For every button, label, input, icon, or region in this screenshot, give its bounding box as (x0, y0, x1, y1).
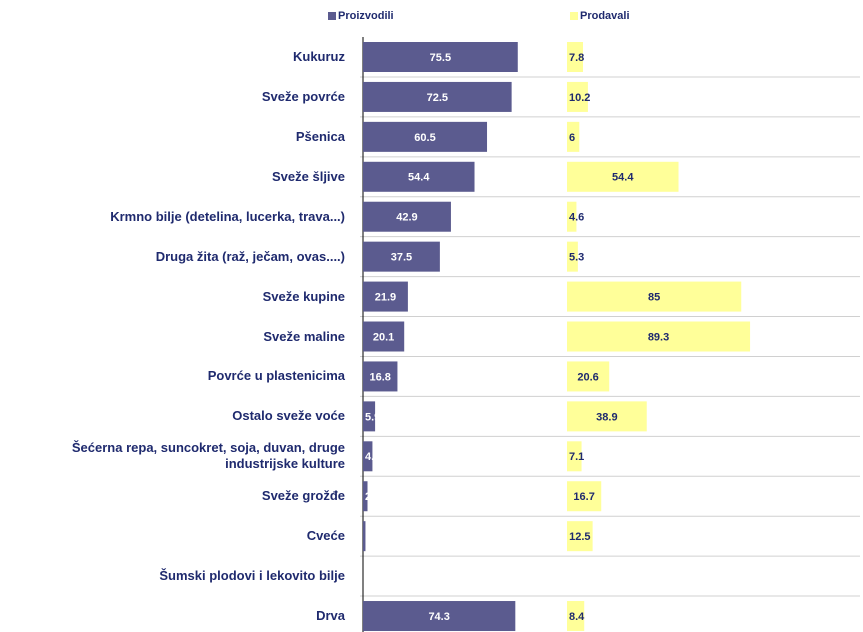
bar (363, 401, 376, 432)
value-label: 38.9 (596, 411, 617, 423)
bar (363, 281, 408, 312)
category-label: Sveže povrće (261, 88, 345, 104)
legend-swatch (570, 12, 578, 20)
value-label: 5.9 (365, 411, 380, 423)
value-label: 74.3 (428, 611, 449, 623)
value-label: 4.6 (569, 212, 584, 224)
value-label: 7.8 (569, 52, 584, 64)
bar (363, 321, 405, 352)
value-label: 1.2 (365, 531, 380, 543)
value-label: 5.3 (569, 252, 584, 264)
bar (363, 161, 475, 192)
category-label: Šećerna repa, suncokret, soja, duvan, dr… (71, 440, 345, 472)
value-label: 85 (648, 291, 660, 303)
value-label: 6 (569, 132, 575, 144)
bar (363, 601, 516, 632)
bar (567, 481, 602, 512)
bar (363, 521, 366, 552)
bar (363, 361, 398, 392)
category-label: Kukuruz (293, 49, 345, 64)
bar (363, 42, 518, 72)
value-label: 10.2 (569, 92, 590, 104)
category-label: Druga žita (raž, ječam, ovas....) (155, 248, 345, 264)
value-label: 12.5 (569, 531, 590, 543)
category-label: Sveže grožđe (261, 488, 345, 504)
value-label: 60.5 (414, 132, 435, 144)
value-label: 20.1 (373, 331, 394, 343)
bar (567, 81, 588, 112)
category-label: Pšenica (295, 128, 345, 144)
value-label: 54.4 (612, 172, 634, 184)
value-label: 16.8 (370, 371, 391, 383)
value-label: 4.6 (365, 451, 380, 463)
value-label: 16.7 (573, 491, 594, 503)
bar (363, 481, 368, 512)
bar (567, 521, 593, 552)
category-label: Sveže šljive (272, 168, 345, 184)
bar (363, 201, 451, 232)
bar (363, 81, 512, 112)
category-label: Povrće u plastenicima (207, 368, 345, 384)
legend-label: Prodavali (580, 10, 630, 22)
bar (567, 121, 580, 152)
bar (567, 361, 610, 392)
legend-label: Proizvodili (338, 10, 394, 22)
value-label: 20.6 (577, 371, 598, 383)
bar (567, 201, 577, 232)
value-label: 37.5 (391, 252, 412, 264)
value-label: 75.5 (430, 52, 451, 64)
category-label: Krmno bilje (detelina, lucerka, trava...… (110, 208, 345, 224)
category-label: Sveže kupine (262, 288, 345, 304)
value-label: 72.5 (427, 92, 448, 104)
value-label: 21.9 (375, 291, 396, 303)
bar (567, 161, 679, 192)
value-label: 89.3 (648, 331, 669, 343)
bar (567, 441, 582, 472)
legend-swatch (328, 12, 336, 20)
bar (363, 121, 488, 152)
category-label: Ostalo sveže voće (232, 408, 345, 424)
bar (363, 441, 373, 472)
bar (567, 401, 647, 432)
bar (567, 321, 751, 352)
value-label: 54.4 (408, 172, 430, 184)
value-label: 2.2 (365, 491, 380, 503)
bar (363, 241, 440, 272)
value-label: 8.4 (569, 611, 585, 623)
bar (567, 241, 578, 272)
value-label: 7.1 (569, 451, 584, 463)
category-label: Sveže maline (263, 328, 345, 344)
bar (567, 281, 742, 312)
value-label: 42.9 (396, 212, 417, 224)
category-label: Cveće (306, 528, 345, 544)
bar (567, 601, 585, 632)
category-label: Šumski plodovi i lekovito bilje (159, 568, 345, 584)
bar (567, 42, 583, 72)
category-label: Drva (316, 608, 345, 624)
